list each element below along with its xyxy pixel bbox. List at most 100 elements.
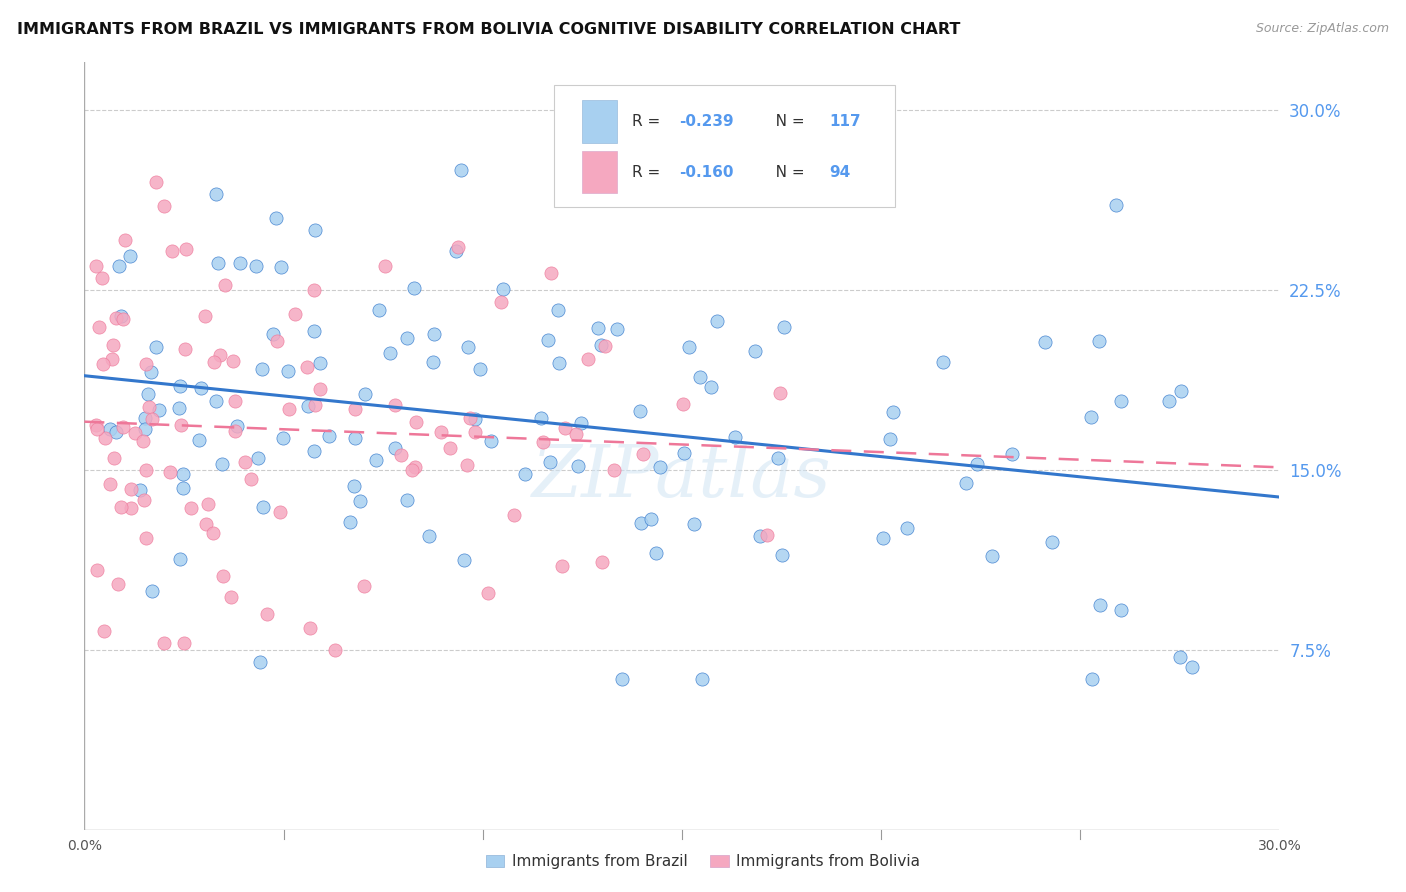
Point: [429, 425, 451, 439]
Text: N =: N =: [761, 165, 810, 179]
Point: [457, 340, 479, 354]
Point: [325, 642, 347, 657]
Point: [202, 354, 225, 368]
Point: [444, 244, 467, 259]
Bar: [582, 101, 617, 143]
Point: [447, 240, 470, 254]
Text: R =: R =: [631, 165, 665, 179]
Point: [277, 364, 299, 378]
Point: [491, 282, 513, 296]
Point: [105, 425, 128, 439]
Point: [724, 430, 747, 444]
Point: [135, 463, 157, 477]
Point: [1170, 384, 1192, 399]
Point: [464, 412, 486, 426]
Point: [700, 379, 723, 393]
Point: [250, 362, 273, 376]
Point: [110, 500, 132, 514]
Point: [118, 249, 141, 263]
Point: [364, 453, 387, 467]
Point: [224, 424, 246, 438]
Point: [233, 455, 256, 469]
Point: [252, 500, 274, 515]
Point: [706, 313, 728, 327]
Point: [554, 421, 576, 435]
Point: [630, 516, 652, 530]
Point: [468, 361, 491, 376]
Point: [205, 393, 228, 408]
Point: [343, 402, 366, 417]
Point: [456, 458, 478, 473]
Point: [378, 345, 401, 359]
Point: [678, 340, 700, 354]
Point: [540, 266, 562, 280]
Point: [229, 256, 252, 270]
Point: [169, 379, 191, 393]
Text: ZIPatlas: ZIPatlas: [531, 442, 832, 512]
Point: [86, 422, 108, 436]
Point: [188, 433, 211, 447]
Point: [84, 418, 107, 433]
Point: [339, 515, 361, 529]
Point: [226, 418, 249, 433]
Point: [98, 422, 121, 436]
Point: [173, 635, 195, 649]
Point: [103, 337, 125, 351]
Point: [603, 463, 626, 477]
Point: [606, 322, 628, 336]
Point: [86, 563, 108, 577]
Point: [91, 358, 114, 372]
Point: [141, 584, 163, 599]
Point: [569, 417, 592, 431]
Point: [302, 324, 325, 338]
Point: [628, 404, 651, 418]
Point: [134, 411, 156, 425]
Point: [141, 366, 163, 380]
Point: [689, 370, 711, 384]
Point: [170, 418, 193, 433]
Point: [222, 354, 245, 368]
Point: [650, 459, 672, 474]
Legend: Immigrants from Brazil, Immigrants from Bolivia: Immigrants from Brazil, Immigrants from …: [479, 848, 927, 875]
Point: [1105, 197, 1128, 211]
Point: [479, 434, 502, 449]
Point: [450, 163, 472, 178]
Point: [384, 441, 406, 455]
Point: [576, 351, 599, 366]
Point: [256, 607, 278, 621]
Point: [167, 401, 190, 415]
Point: [439, 441, 461, 455]
Point: [249, 655, 271, 669]
Point: [538, 455, 561, 469]
Text: Source: ZipAtlas.com: Source: ZipAtlas.com: [1256, 22, 1389, 36]
Point: [879, 433, 901, 447]
Point: [86, 260, 108, 274]
Point: [966, 457, 988, 471]
Point: [770, 549, 793, 563]
Point: [631, 447, 654, 461]
Point: [1088, 334, 1111, 348]
Point: [304, 444, 326, 458]
Point: [515, 467, 537, 481]
Point: [172, 467, 194, 482]
Point: [135, 357, 157, 371]
Text: -0.160: -0.160: [679, 165, 734, 179]
Point: [772, 319, 794, 334]
Point: [245, 259, 267, 273]
Point: [567, 459, 589, 474]
Point: [224, 393, 246, 408]
Point: [262, 326, 284, 341]
Point: [209, 348, 232, 362]
Point: [284, 308, 307, 322]
Point: [1080, 410, 1102, 425]
Point: [368, 303, 391, 318]
Point: [396, 331, 419, 345]
Point: [593, 339, 616, 353]
Point: [769, 386, 792, 401]
Point: [132, 492, 155, 507]
Point: [395, 493, 418, 508]
Point: [138, 400, 160, 414]
Point: [114, 233, 136, 247]
Point: [112, 420, 135, 434]
Point: [491, 295, 513, 310]
